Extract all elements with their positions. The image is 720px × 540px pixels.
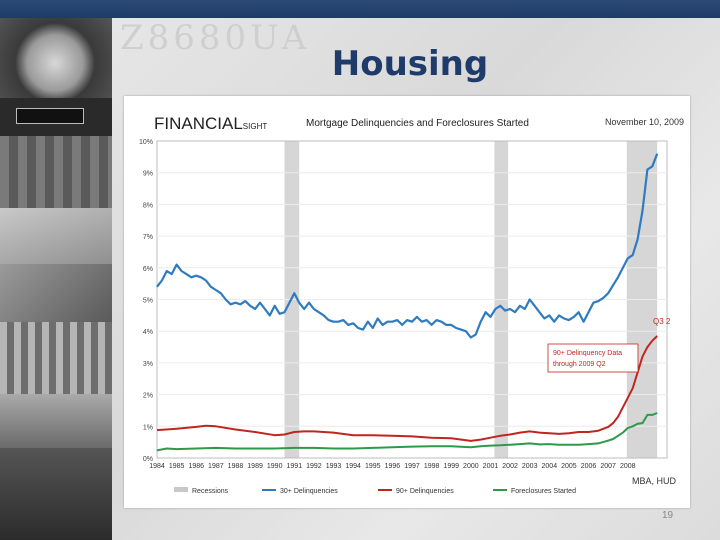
columns-building-image [0, 322, 112, 394]
brand-main: FINANCIAL [154, 114, 243, 133]
classical-facade-image [0, 394, 112, 448]
chart-date: November 10, 2009 [605, 117, 685, 127]
brand-logo: FINANCIALSIGHT [154, 114, 267, 134]
retail-sale-shoppers-image [0, 448, 112, 540]
chart-panel: FINANCIALSIGHT Mortgage Delinquencies an… [124, 96, 690, 508]
wall-street-sign-image [0, 98, 112, 136]
street-sign-image [0, 264, 112, 322]
shipping-containers-image [0, 136, 112, 208]
chart-source: MBA, HUD [632, 476, 677, 486]
slide-title: Housing [331, 44, 489, 84]
sidebar-photo-collage [0, 18, 112, 540]
brand-sub: SIGHT [242, 122, 268, 131]
top-bar [0, 0, 720, 18]
page-number: 19 [662, 510, 674, 521]
globe-image [0, 18, 112, 98]
banknote-serial-watermark: Z8680UA [120, 18, 311, 58]
dollar-bill-image [0, 208, 112, 264]
chart-title: Mortgage Delinquencies and Foreclosures … [306, 118, 529, 129]
